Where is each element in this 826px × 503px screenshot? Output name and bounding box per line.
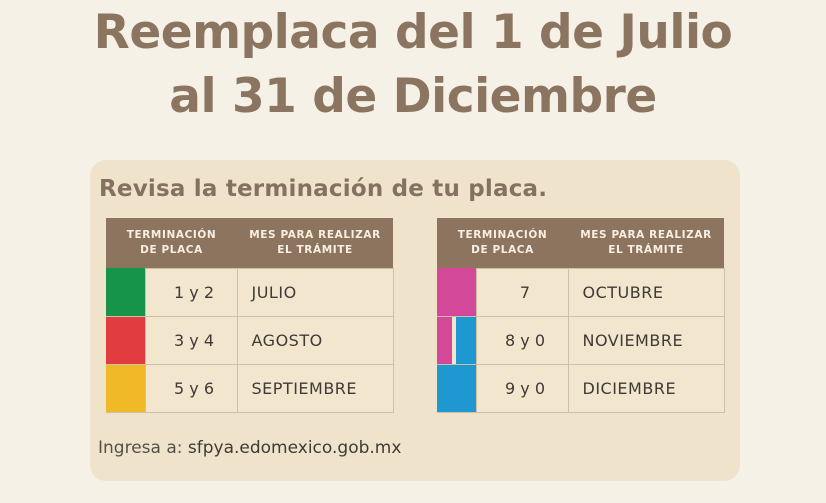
page-title-line-1: Reemplaca del 1 de Julio bbox=[93, 5, 733, 60]
website-link[interactable]: sfpya.edomexico.gob.mx bbox=[187, 438, 402, 458]
plate-table-left: TERMINACIÓN DE PLACA MES PARA REALIZAR E… bbox=[106, 218, 394, 413]
month-cell: DICIEMBRE bbox=[567, 363, 725, 413]
table-row: 3 y 4 AGOSTO bbox=[106, 315, 394, 365]
footer-prefix: Ingresa a: bbox=[98, 438, 188, 458]
footer-note: Ingresa a: sfpya.edomexico.gob.mx bbox=[98, 438, 401, 458]
color-swatch-blue bbox=[456, 316, 476, 364]
table-row: 5 y 6 SEPTIEMBRE bbox=[106, 363, 394, 413]
header-month: MES PARA REALIZAR EL TRÁMITE bbox=[237, 218, 393, 268]
termination-cell: 3 y 4 bbox=[144, 315, 238, 365]
termination-cell: 5 y 6 bbox=[144, 363, 238, 413]
color-swatch-pink bbox=[437, 268, 476, 316]
color-swatch-blue bbox=[437, 364, 476, 412]
header-month: MES PARA REALIZAR EL TRÁMITE bbox=[568, 218, 724, 268]
info-card: Revisa la terminación de tu placa. TERMI… bbox=[90, 160, 740, 481]
month-cell: JULIO bbox=[236, 267, 394, 317]
color-swatch-yellow bbox=[106, 364, 145, 412]
termination-cell: 8 y 0 bbox=[475, 315, 569, 365]
plate-table-right: TERMINACIÓN DE PLACA MES PARA REALIZAR E… bbox=[437, 218, 725, 413]
page-title-line-2: al 31 de Diciembre bbox=[169, 69, 657, 124]
color-swatch-red bbox=[106, 316, 145, 364]
month-cell: SEPTIEMBRE bbox=[236, 363, 394, 413]
termination-cell: 9 y 0 bbox=[475, 363, 569, 413]
table-row: 7 OCTUBRE bbox=[437, 267, 725, 317]
color-swatch-pink bbox=[437, 316, 452, 364]
table-row: 8 y 0 NOVIEMBRE bbox=[437, 315, 725, 365]
header-termination: TERMINACIÓN DE PLACA bbox=[437, 218, 568, 268]
color-swatch-green bbox=[106, 268, 145, 316]
header-termination: TERMINACIÓN DE PLACA bbox=[106, 218, 237, 268]
termination-cell: 1 y 2 bbox=[144, 267, 238, 317]
month-cell: OCTUBRE bbox=[567, 267, 725, 317]
table-row: 1 y 2 JULIO bbox=[106, 267, 394, 317]
termination-cell: 7 bbox=[475, 267, 569, 317]
card-heading: Revisa la terminación de tu placa. bbox=[99, 176, 548, 202]
month-cell: AGOSTO bbox=[236, 315, 394, 365]
month-cell: NOVIEMBRE bbox=[567, 315, 725, 365]
table-row: 9 y 0 DICIEMBRE bbox=[437, 363, 725, 413]
